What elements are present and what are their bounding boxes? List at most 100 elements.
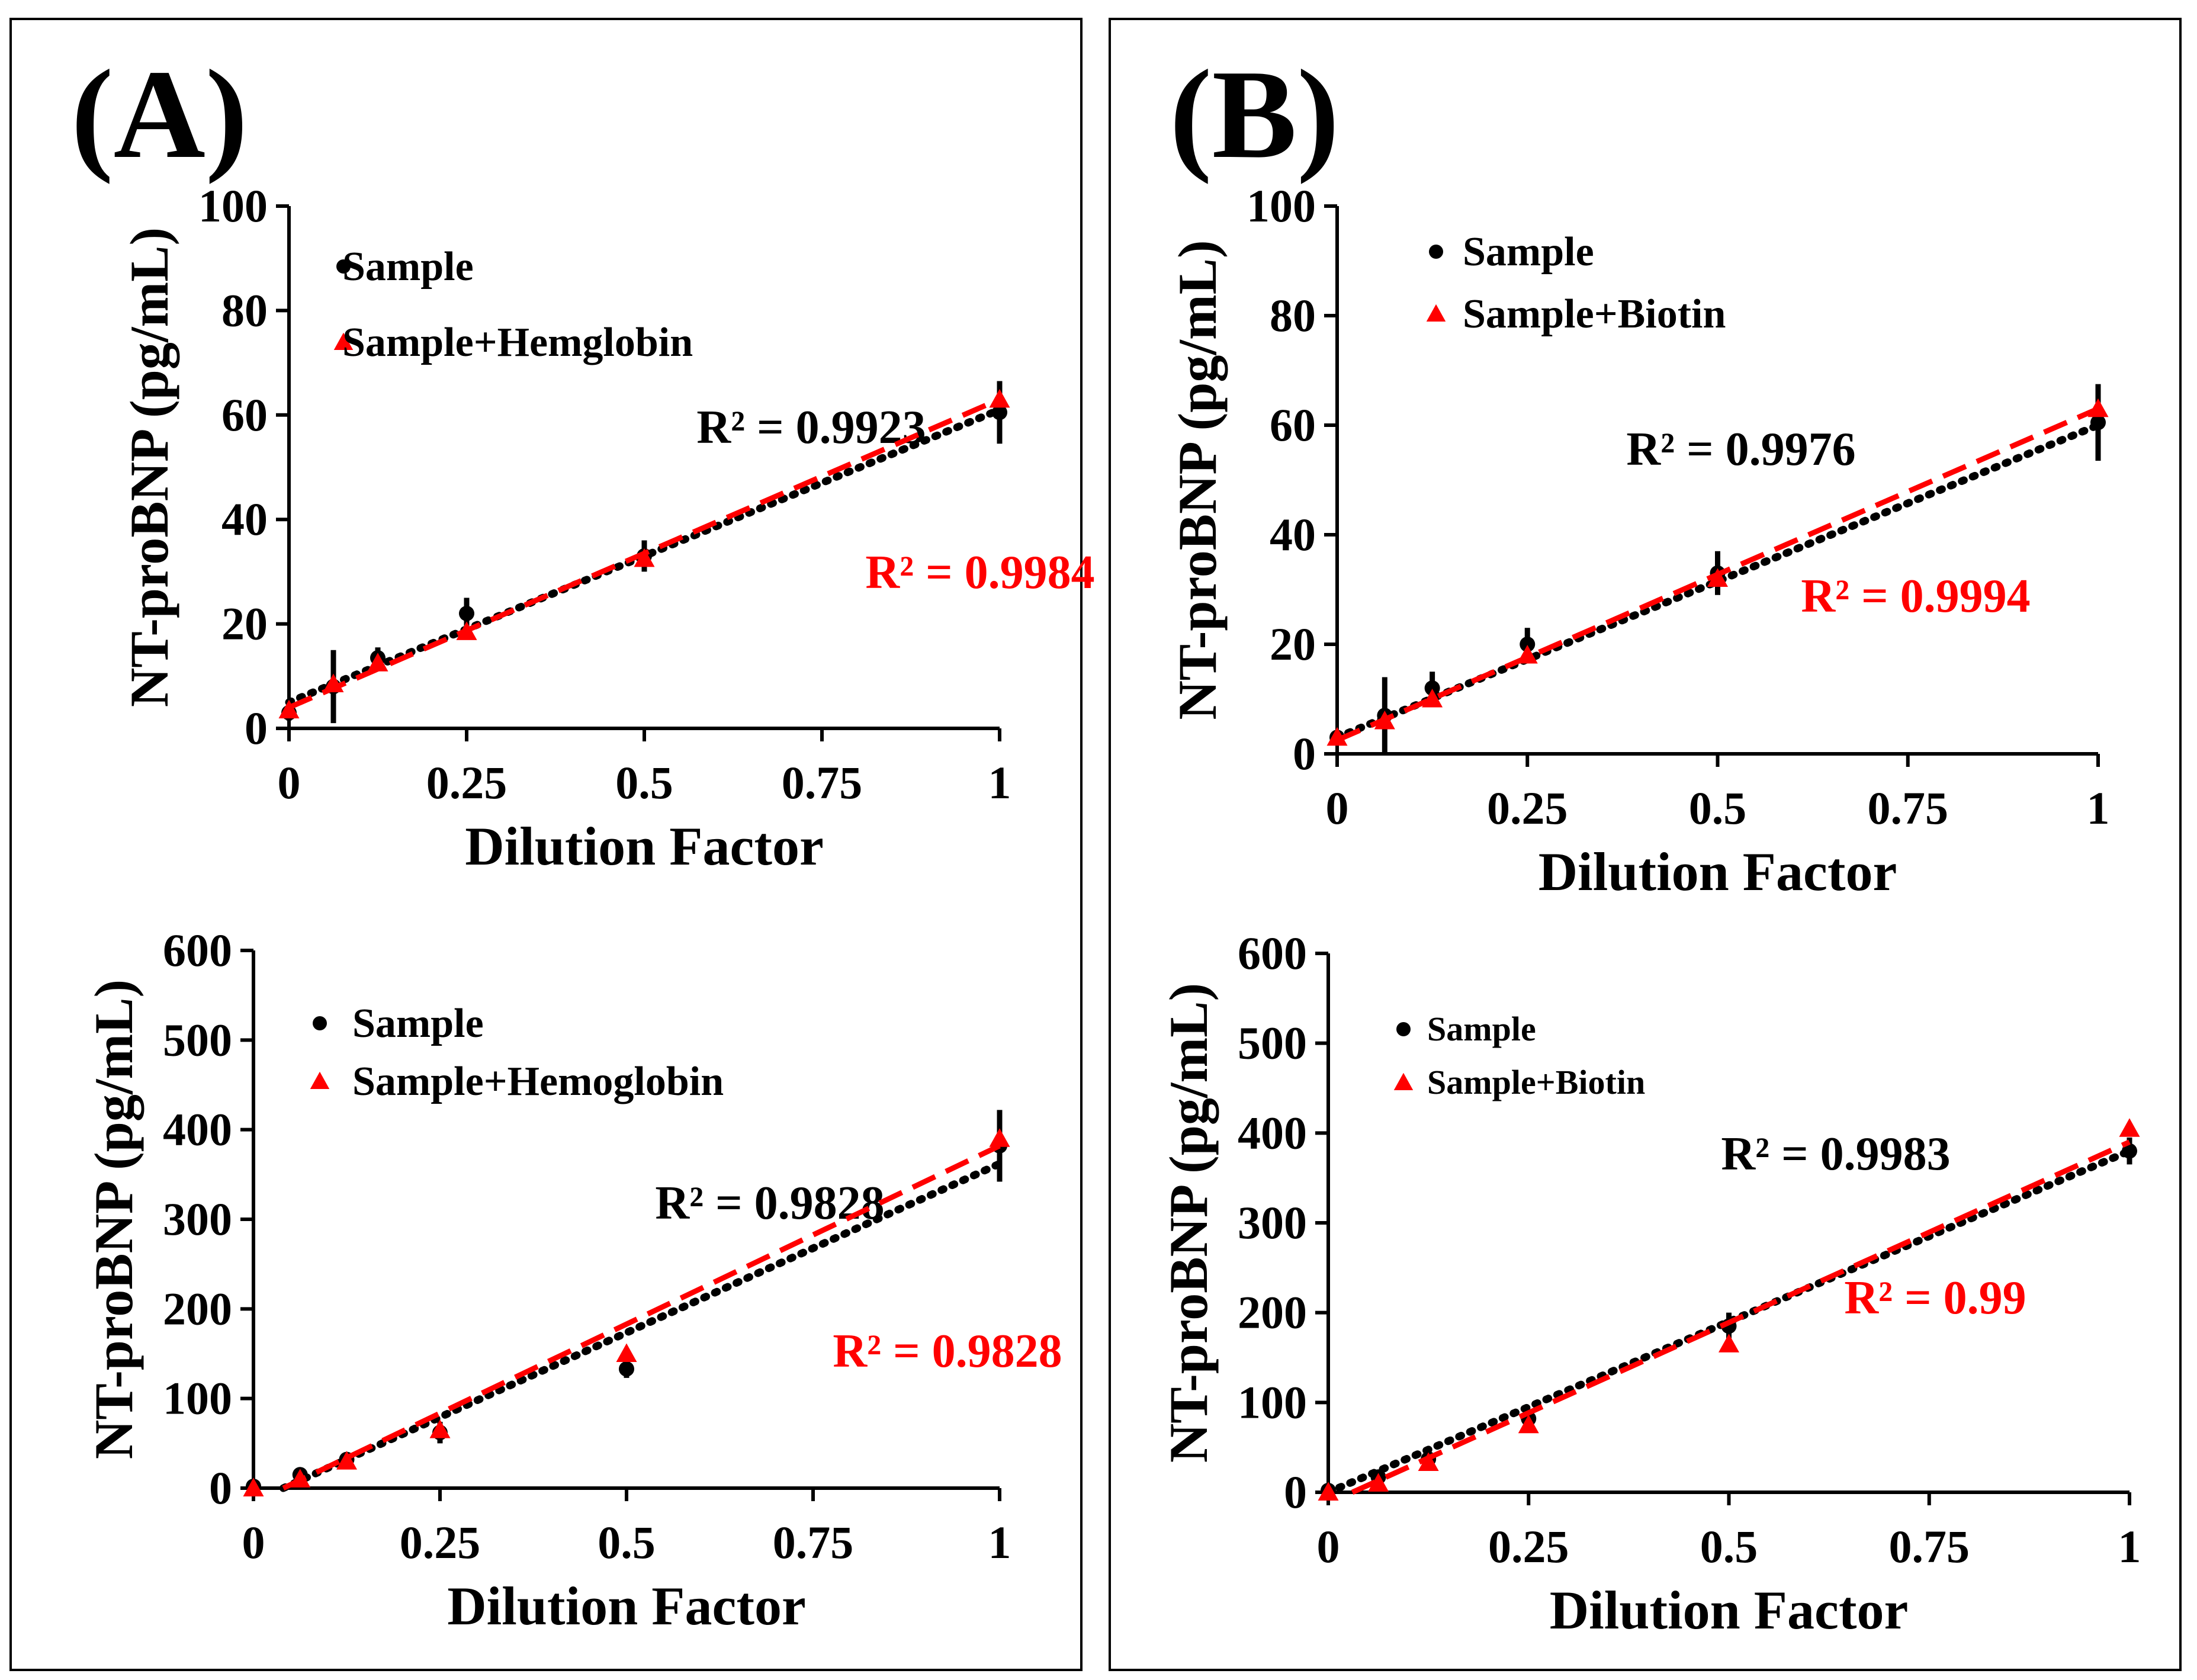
- data-point: [1517, 645, 1538, 664]
- x-tick-label: 0.25: [1487, 782, 1568, 834]
- legend-marker: [1426, 304, 1446, 322]
- data-point: [278, 699, 300, 719]
- x-tick-label: 0.5: [615, 757, 673, 808]
- r-squared-label: R² = 0.9984: [865, 547, 1094, 599]
- chart-B-bottom: 0 100 200 300 400 500 600 0 0.25 0.5 0.75 1 Dilution…: [1158, 927, 2141, 1640]
- data-point: [989, 1128, 1010, 1147]
- r-squared-label: R² = 0.9828: [655, 1177, 884, 1229]
- data-point: [1707, 568, 1728, 587]
- y-tick-label: 100: [1238, 1376, 1307, 1428]
- legend-marker: [1393, 1072, 1414, 1090]
- x-tick-label: 0.75: [782, 757, 863, 808]
- legend-label: Sample: [352, 1001, 484, 1046]
- data-point: [1518, 1414, 1539, 1434]
- y-tick-label: 40: [221, 493, 268, 545]
- x-tick-label: 0.25: [400, 1517, 481, 1568]
- x-axis-title: Dilution Factor: [1538, 841, 1897, 902]
- data-point: [459, 605, 474, 621]
- data-point: [336, 1451, 357, 1470]
- x-tick-label: 1: [988, 1517, 1011, 1568]
- data-point: [429, 1419, 451, 1438]
- legend-label: Sample: [342, 244, 474, 290]
- chart-A-top: 0 20 40 60 80 100 0 0.25 0.5 0.75 1 Dilution Factor…: [119, 180, 1095, 876]
- x-tick-label: 0.75: [1868, 782, 1949, 834]
- data-point: [456, 621, 477, 640]
- y-tick-label: 80: [221, 284, 268, 336]
- legend-label: Sample+Biotin: [1427, 1063, 1645, 1101]
- legend-marker: [310, 1071, 330, 1089]
- x-tick-label: 0.5: [1689, 782, 1747, 834]
- legend-marker: [333, 332, 354, 350]
- trendline-dotted: [279, 1159, 1004, 1492]
- y-tick-label: 0: [1293, 728, 1316, 779]
- panel-a-label: (A): [71, 43, 248, 185]
- y-tick-label: 200: [1238, 1287, 1307, 1338]
- data-point: [323, 673, 344, 693]
- y-axis-title: NT-proBNP (pg/mL): [1158, 983, 1219, 1463]
- y-tick-label: 300: [163, 1193, 232, 1245]
- data-point: [2087, 398, 2109, 417]
- legend-label: Sample+Biotin: [1463, 291, 1726, 337]
- x-tick-label: 0.25: [426, 757, 508, 808]
- data-point: [992, 404, 1007, 420]
- r-squared-label: R² = 0.99: [1844, 1272, 2026, 1324]
- x-axis-title: Dilution Factor: [465, 816, 824, 876]
- y-tick-label: 600: [1238, 927, 1307, 979]
- x-tick-label: 0: [242, 1517, 265, 1568]
- data-point: [243, 1477, 264, 1496]
- legend-label: Sample: [1463, 229, 1594, 275]
- y-axis-title: NT-proBNP (pg/mL): [1167, 240, 1228, 719]
- y-tick-label: 100: [163, 1373, 232, 1424]
- x-axis-title: Dilution Factor: [1550, 1580, 1909, 1640]
- y-tick-label: 0: [245, 702, 268, 754]
- panel-a-frame: [9, 18, 1083, 1671]
- y-tick-label: 60: [1270, 399, 1316, 451]
- y-tick-label: 600: [163, 924, 232, 976]
- legend-label: Sample: [1427, 1010, 1536, 1048]
- r-squared-label: R² = 0.9923: [696, 401, 926, 454]
- trendline-dashed: [1351, 1139, 2131, 1495]
- data-point: [367, 653, 388, 672]
- data-point: [1418, 1452, 1439, 1471]
- x-tick-label: 0.75: [1889, 1521, 1970, 1572]
- panel-b-frame: [1109, 18, 2182, 1671]
- legend-marker: [1396, 1022, 1411, 1036]
- legend-label: Sample+Hemglobin: [342, 320, 693, 365]
- series-sample: R² = 0.9923 Sample: [281, 244, 1007, 724]
- y-tick-label: 200: [163, 1283, 232, 1334]
- data-point: [616, 1343, 637, 1362]
- series-sample-hemoglobin: R² = 0.9828 Sample+Hemoglobin: [243, 1059, 1062, 1496]
- x-tick-label: 0.5: [598, 1517, 656, 1568]
- trendline-dashed: [282, 1143, 1001, 1491]
- series-sample-biotin: R² = 0.99 Sample+Biotin: [1318, 1063, 2140, 1501]
- x-tick-label: 0: [278, 757, 301, 808]
- data-point: [290, 1469, 311, 1488]
- r-squared-label: R² = 0.9994: [1801, 570, 2030, 622]
- y-tick-label: 60: [221, 389, 268, 441]
- x-tick-label: 0.25: [1488, 1521, 1569, 1572]
- data-point: [1422, 689, 1443, 708]
- y-axis-title: NT-proBNP (pg/mL): [119, 227, 179, 707]
- data-point: [1368, 1473, 1389, 1492]
- y-tick-label: 100: [198, 180, 268, 232]
- data-point: [2122, 1143, 2137, 1159]
- x-tick-label: 1: [2118, 1521, 2141, 1572]
- y-axis-title: NT-proBNP (pg/mL): [83, 979, 144, 1459]
- y-tick-label: 300: [1238, 1197, 1307, 1248]
- data-point: [2090, 415, 2106, 431]
- x-tick-label: 0: [1326, 782, 1349, 834]
- y-tick-label: 500: [1238, 1017, 1307, 1069]
- chart-B-top: 0 20 40 60 80 100 0 0.25 0.5 0.75 1 Dilution Factor…: [1167, 180, 2110, 902]
- x-axis-title: Dilution Factor: [447, 1576, 806, 1636]
- y-tick-label: 0: [209, 1462, 232, 1514]
- data-point: [2119, 1118, 2140, 1137]
- y-tick-label: 400: [1238, 1107, 1307, 1158]
- y-tick-label: 20: [1270, 618, 1316, 670]
- y-tick-label: 20: [221, 598, 268, 650]
- data-point: [1520, 637, 1536, 652]
- r-squared-label: R² = 0.9976: [1626, 423, 1855, 476]
- legend-label: Sample+Hemoglobin: [352, 1059, 724, 1104]
- data-point: [989, 388, 1010, 408]
